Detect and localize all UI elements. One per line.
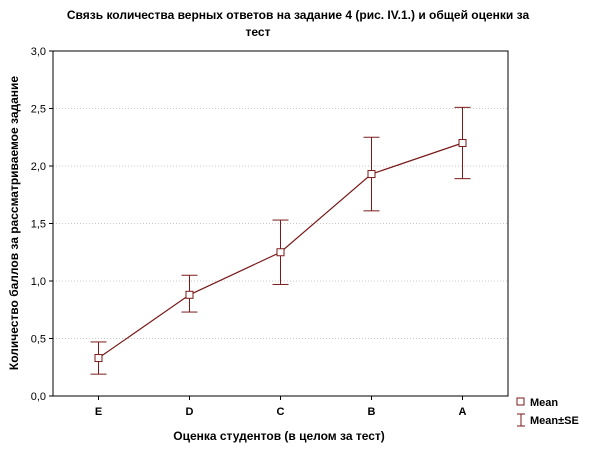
y-tick-label: 1,5: [31, 219, 46, 231]
legend-mean-marker: [516, 397, 525, 406]
y-axis-ticks: 0,0 0,5 1,0 1,5 2,0 2,5 3,0: [31, 46, 53, 403]
legend-se-label: Mean±SE: [530, 415, 579, 427]
mean-point: [276, 248, 285, 257]
legend-mean-label: Mean: [530, 397, 558, 409]
mean-point: [94, 354, 103, 363]
x-tick-label: B: [368, 406, 376, 418]
x-tick-label: A: [459, 406, 467, 418]
chart-title-line-1: Связь количества верных ответов на задан…: [67, 8, 530, 22]
chart-title-line-2: тест: [246, 25, 271, 39]
gridlines: [53, 108, 508, 339]
mean-point: [458, 139, 467, 147]
y-tick-label: 1,0: [31, 276, 46, 288]
y-tick-label: 3,0: [31, 46, 46, 58]
y-tick-label: 2,0: [31, 161, 46, 173]
x-tick-label: D: [186, 406, 194, 418]
mean-series: [90, 106, 471, 375]
y-tick-label: 0,5: [31, 334, 46, 346]
y-axis-label: Количество баллов за рассматриваемое зад…: [7, 76, 21, 370]
y-tick-label: 0,0: [31, 391, 46, 403]
x-tick-label: E: [95, 406, 102, 418]
x-tick-label: C: [277, 406, 285, 418]
plot-frame: [52, 50, 509, 397]
mean-point: [367, 170, 376, 179]
mean-point: [185, 290, 194, 299]
legend-error-bar-symbol: [517, 413, 525, 427]
y-tick-label: 2,5: [31, 104, 46, 116]
x-axis-label: Оценка студентов (в целом за тест): [173, 429, 385, 443]
legend: Mean Mean±SE: [516, 397, 579, 427]
